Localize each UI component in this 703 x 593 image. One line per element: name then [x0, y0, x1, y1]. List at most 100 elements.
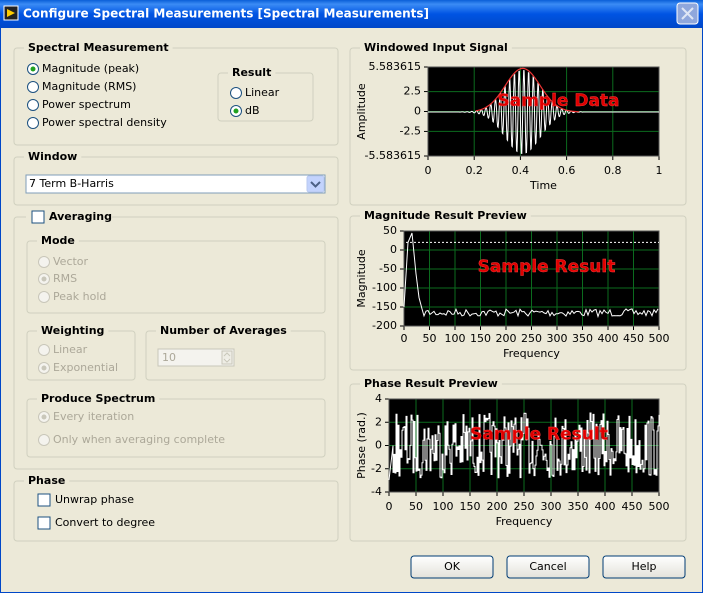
numeric-spinner: [221, 350, 233, 365]
group-title: Result: [232, 66, 271, 79]
x-tick-label: 50: [423, 332, 437, 345]
radio-label: Peak hold: [53, 290, 106, 303]
x-tick-label: 0.6: [558, 164, 576, 177]
y-tick-label: 2.5: [404, 85, 422, 98]
radio-button: [38, 344, 50, 356]
plot-annotation: Sample Result: [470, 424, 608, 444]
group-title-bg: [360, 377, 502, 391]
radio-label: Every iteration: [53, 410, 134, 423]
radio-label: Magnitude (peak): [42, 62, 139, 75]
radio-button[interactable]: [230, 87, 242, 99]
group-box: [13, 47, 339, 146]
title-bar: [0, 0, 703, 28]
dropdown-arrow-button[interactable]: [306, 175, 325, 193]
radio-label: Magnitude (RMS): [42, 80, 136, 93]
y-tick-label: 2: [375, 415, 382, 428]
button[interactable]: [506, 555, 590, 579]
radio-label: Power spectrum: [42, 98, 131, 111]
x-tick-label: 150: [470, 332, 491, 345]
radio-button[interactable]: [27, 81, 39, 93]
x-tick-label: 450: [623, 332, 644, 345]
x-tick-label: 300: [541, 500, 562, 513]
window-dropdown[interactable]: [25, 174, 326, 194]
group-title-bg: [24, 150, 82, 164]
x-tick-label: 100: [433, 500, 454, 513]
plot-annotation: Sample Result: [478, 257, 616, 277]
radio-button: [38, 434, 50, 446]
group-box: [26, 398, 326, 458]
y-tick-label: -150: [372, 300, 397, 313]
radio-dot: [41, 276, 47, 282]
sample-trace: [428, 69, 659, 155]
numeric-input: [157, 348, 235, 367]
x-tick-label: 150: [460, 500, 481, 513]
radio-dot: [233, 108, 239, 114]
group-title: Magnitude Result Preview: [364, 209, 527, 222]
group-title: Number of Averages: [160, 324, 287, 337]
x-tick-label: 500: [649, 500, 670, 513]
checkbox-label: Averaging: [49, 210, 112, 223]
x-tick-label: 0.4: [512, 164, 530, 177]
y-tick-label: -50: [379, 262, 397, 275]
y-tick-label: 0: [414, 105, 421, 118]
y-axis-label: Magnitude: [355, 249, 368, 308]
group-title: Mode: [41, 234, 75, 247]
button-label: Help: [631, 560, 656, 573]
dropdown-arrow: [310, 181, 321, 188]
y-tick-label: -2.5: [400, 124, 421, 137]
radio-dot: [41, 414, 47, 420]
x-tick-label: 50: [409, 500, 423, 513]
y-tick-label: 0: [375, 439, 382, 452]
checkbox[interactable]: [37, 493, 51, 507]
x-tick-label: 350: [568, 500, 589, 513]
button-label: Cancel: [529, 560, 566, 573]
plot-frame: [388, 398, 660, 493]
x-axis-label: Frequency: [503, 347, 560, 360]
numeric-value: 10: [162, 351, 176, 364]
group-title: Windowed Input Signal: [364, 41, 508, 54]
radio-button[interactable]: [27, 117, 39, 129]
x-tick-label: 250: [514, 500, 535, 513]
radio-button: [38, 291, 50, 303]
x-tick-label: 0: [386, 500, 393, 513]
y-tick-label: -200: [372, 319, 397, 332]
y-tick-label: -2: [371, 462, 382, 475]
checkbox-label: Convert to degree: [55, 516, 155, 529]
radio-button[interactable]: [27, 99, 39, 111]
plot-annotation: Sample Data: [497, 91, 619, 111]
group-box: [13, 480, 339, 542]
group-title-bg: [37, 234, 79, 248]
y-tick-label: 5.583615: [369, 60, 422, 73]
group-box: [13, 216, 339, 470]
x-tick-label: 100: [445, 332, 466, 345]
radio-dot: [30, 66, 36, 72]
sample-envelope: [475, 67, 580, 113]
group-title-bg: [24, 41, 173, 55]
group-title: Phase: [28, 474, 65, 487]
y-axis-label: Amplitude: [355, 83, 368, 140]
group-title-bg: [26, 210, 112, 224]
group-title: Weighting: [41, 324, 104, 337]
radio-label: dB: [245, 104, 260, 117]
x-tick-label: 400: [595, 500, 616, 513]
radio-label: Vector: [53, 255, 89, 268]
app-icon-glyph: [7, 9, 15, 17]
radio-label: Only when averaging complete: [53, 433, 225, 446]
radio-label: Power spectral density: [42, 116, 167, 129]
group-box: [13, 156, 339, 206]
sample-trace: [388, 412, 660, 481]
y-axis-label: Phase (rad.): [355, 412, 368, 479]
checkbox[interactable]: [37, 516, 51, 530]
plot-frame: [403, 230, 660, 327]
y-tick-label: -100: [372, 281, 397, 294]
x-tick-label: 400: [598, 332, 619, 345]
group-title-bg: [360, 209, 531, 223]
button[interactable]: [602, 555, 686, 579]
group-box: [349, 383, 687, 542]
button[interactable]: [410, 555, 494, 579]
group-title-bg: [228, 66, 276, 80]
x-tick-label: 500: [649, 332, 670, 345]
group-title-bg: [156, 324, 291, 338]
checkbox[interactable]: [31, 210, 45, 224]
